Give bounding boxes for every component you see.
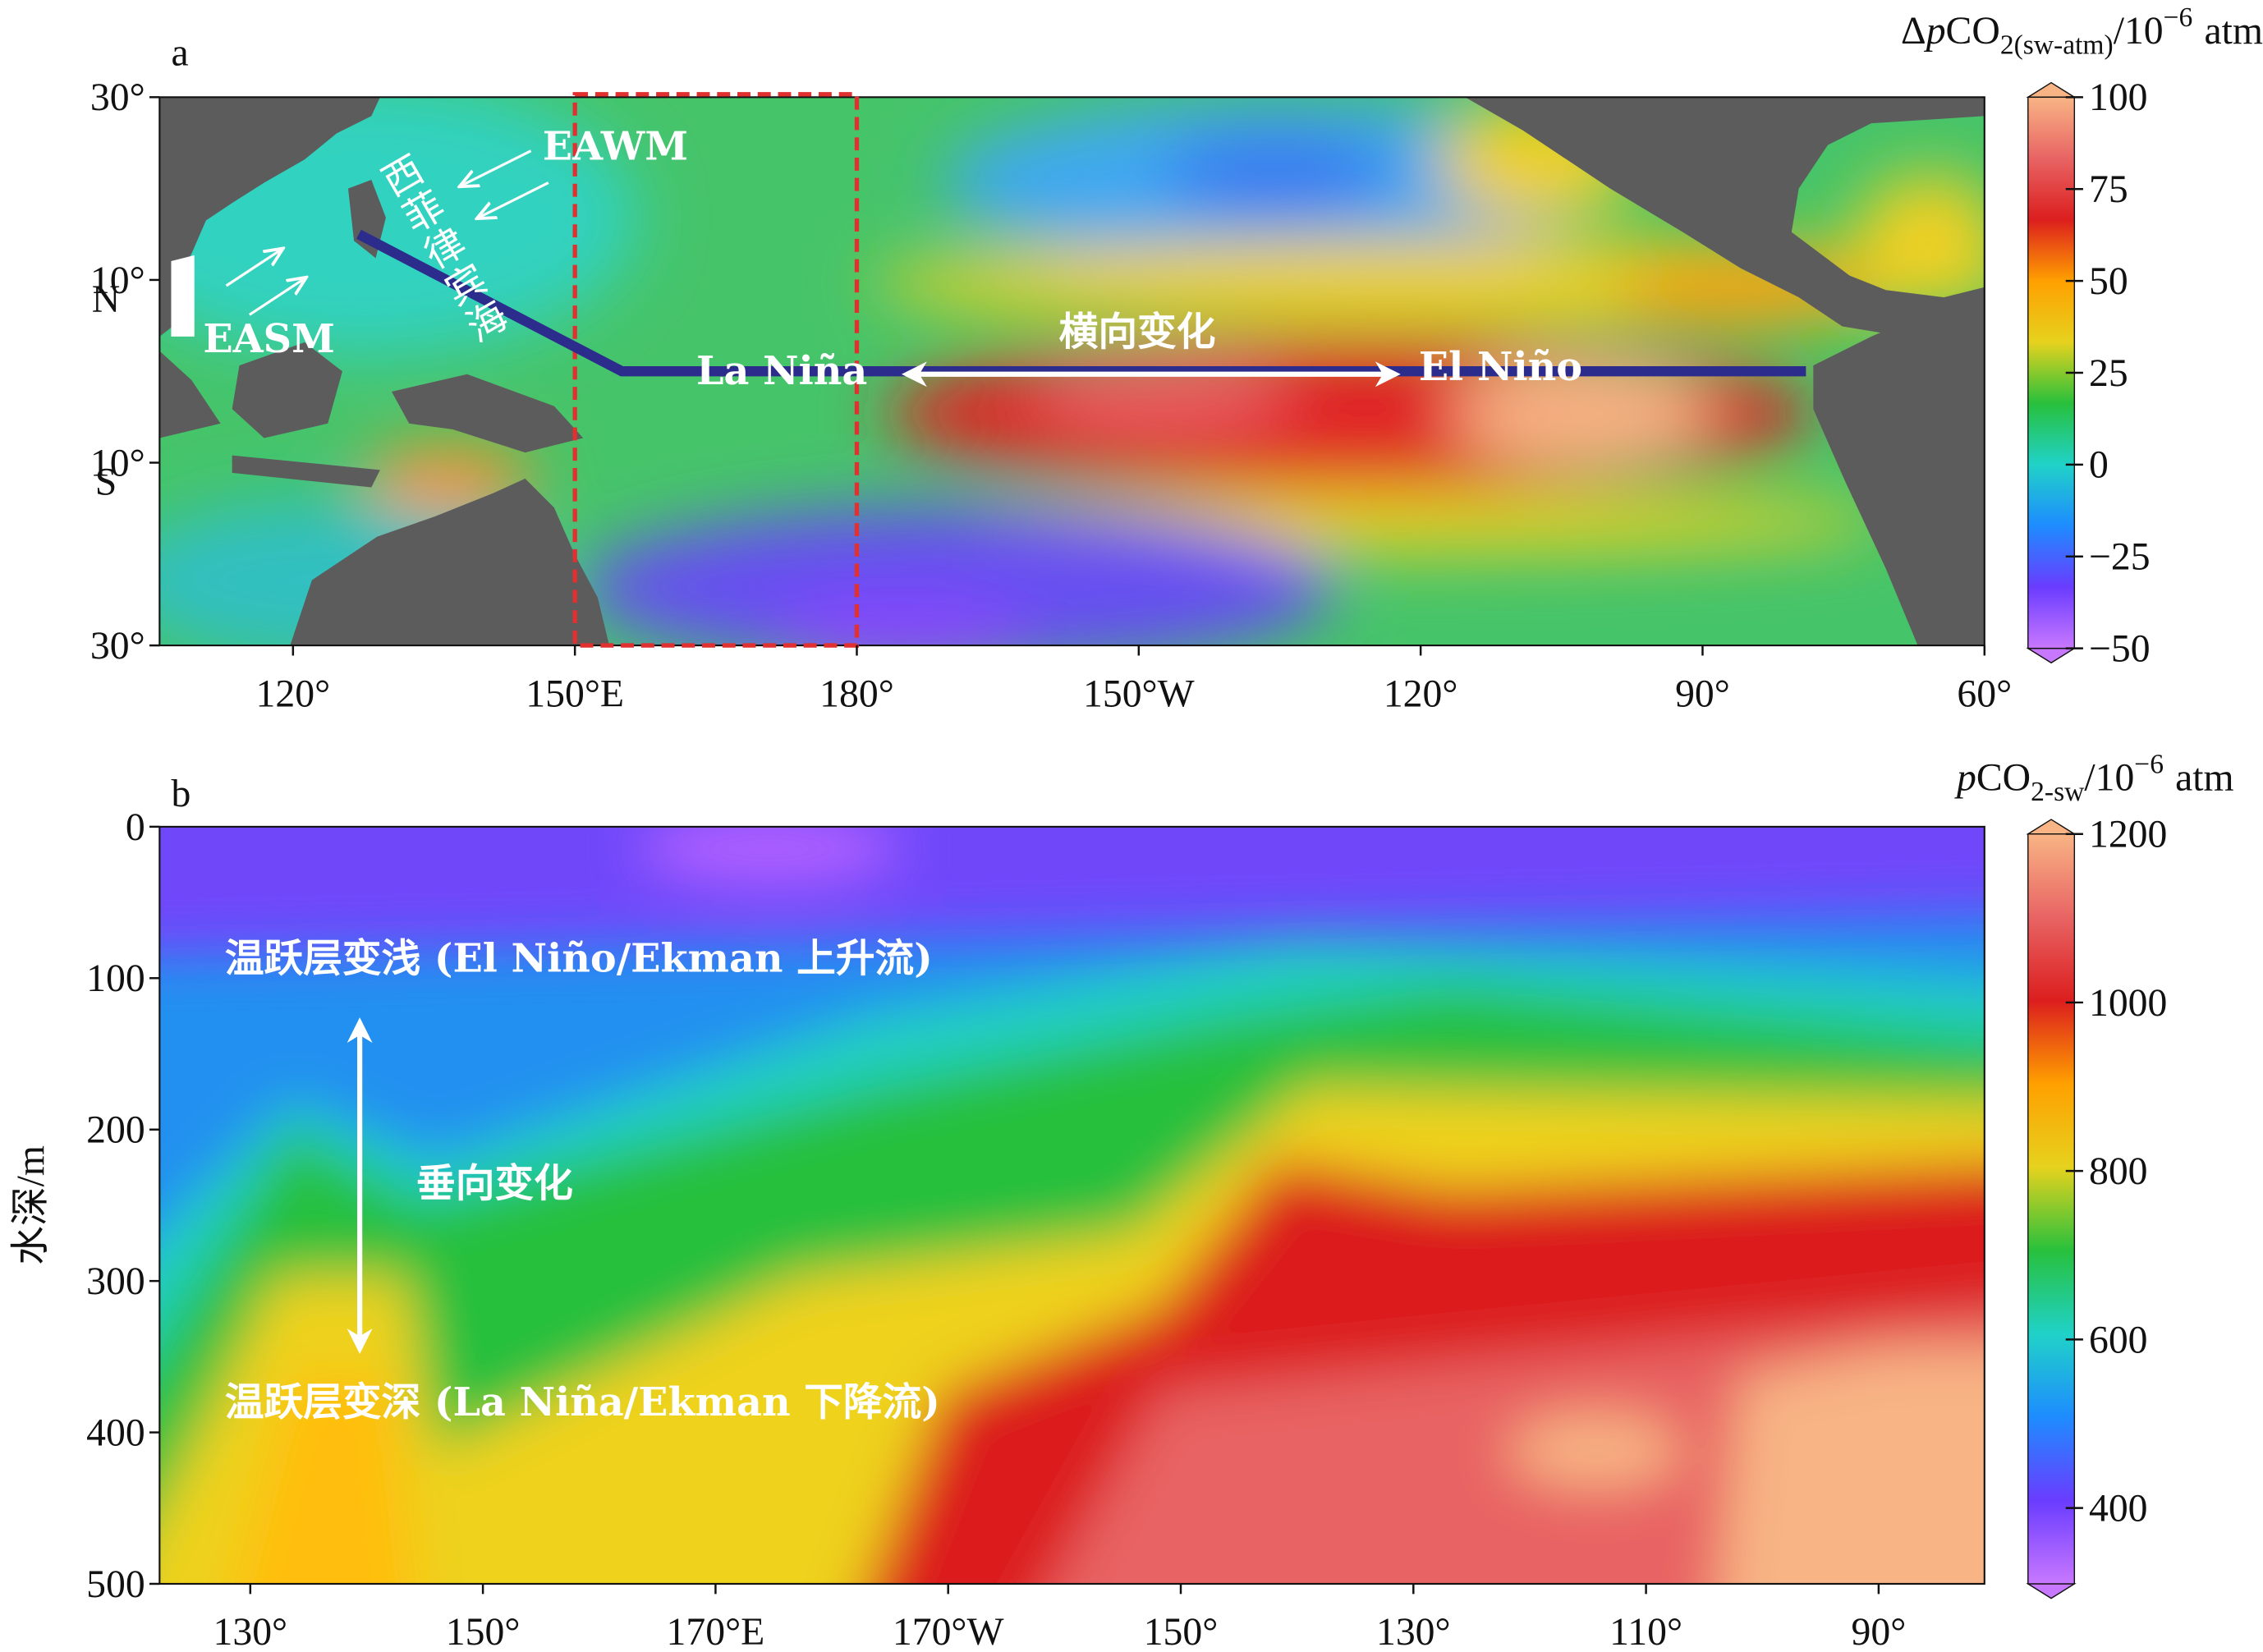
annotation: EAWM: [543, 123, 688, 169]
colorbar-tick-label: 75: [2089, 168, 2128, 211]
y-tick-label: 10°: [90, 442, 145, 484]
y-axis-label: 水深/m: [10, 1145, 53, 1265]
x-tick-label: 120°: [256, 672, 331, 715]
colorbar-title-part: atm: [2204, 10, 2263, 53]
annotation: 温跃层变浅 (El Niño/Ekman 上升流): [225, 936, 933, 982]
colorbar-title-part: p: [1954, 757, 1976, 800]
land: [159, 97, 1985, 646]
y-tick-label: 500: [86, 1563, 145, 1606]
arrow: [479, 181, 549, 218]
colorbar-tick-label: 600: [2089, 1319, 2148, 1361]
colorbar-title-part: −6: [2164, 2, 2193, 33]
colorbar-tick-label: 1200: [2089, 814, 2167, 856]
x-tick-label: 180°: [819, 672, 894, 715]
panel-label: b: [171, 773, 190, 815]
y-tick-hemisphere: N: [92, 278, 120, 321]
y-tick-label: 0: [126, 806, 145, 849]
x-tick-label: 130°: [1376, 1611, 1451, 1652]
colorbar-tick-label: 100: [2089, 76, 2148, 119]
colorbar-tick-label: −25: [2089, 536, 2151, 579]
arrow: [225, 250, 282, 287]
colorbar-title-part: CO: [1976, 757, 2031, 800]
x-tick-label: 150°E: [526, 672, 624, 715]
x-tick-label: 170°W: [893, 1611, 1004, 1652]
y-tick-label: 30°: [90, 625, 145, 668]
x-tick-label: 60°: [1957, 672, 2012, 715]
arrow: [461, 149, 532, 186]
colorbar-tick-label: −50: [2089, 628, 2151, 671]
annotation: La Niña: [696, 348, 867, 394]
x-tick-label: 150°: [446, 1611, 521, 1652]
x-tick-label: 90°: [1675, 672, 1730, 715]
colorbar-tick-label: 1000: [2089, 982, 2167, 1025]
annotation: 横向变化: [1059, 309, 1216, 355]
section-track: [356, 229, 1806, 377]
colorbar-title-part: 2-sw: [2031, 777, 2085, 807]
axes-frame: [158, 825, 1985, 1585]
annotation: El Niño: [1419, 344, 1582, 390]
colorbar-title-part: atm: [2175, 757, 2234, 800]
annotation: EASM: [203, 316, 335, 362]
colorbar-tick-label: 50: [2089, 260, 2128, 303]
colorbar-tick-label: 25: [2089, 352, 2128, 395]
colorbar-title: ΔpCO2(sw-atm)/10−6 atm: [1901, 2, 2263, 61]
y-tick-hemisphere: S: [95, 461, 117, 503]
colorbar-extension: [2026, 647, 2077, 664]
colorbar-extension: [2026, 1583, 2077, 1599]
colorbar-title-part: /10: [2114, 10, 2164, 53]
colorbar-title-part: CO: [1946, 10, 2000, 53]
y-tick-label: 100: [86, 957, 145, 1000]
annotation: 温跃层变深 (La Niña/Ekman 下降流): [225, 1379, 940, 1425]
x-tick-label: 120°: [1384, 672, 1458, 715]
y-tick-label: 300: [86, 1260, 145, 1303]
colorbar-title-part: 2(sw-atm): [2000, 30, 2114, 60]
no-data: [171, 255, 195, 337]
heatmap-field: [159, 826, 1985, 1584]
x-tick-label: 110°: [1609, 1611, 1682, 1652]
x-tick-label: 130°: [213, 1611, 288, 1652]
colorbar-tick-label: 400: [2089, 1488, 2148, 1530]
colorbar-tick-label: 0: [2089, 444, 2109, 487]
x-tick-label: 150°W: [1083, 672, 1195, 715]
colorbar-extension: [2026, 81, 2077, 99]
annotation: 垂向变化: [416, 1160, 573, 1206]
colorbar-title-part: /10: [2084, 757, 2134, 800]
colorbar-extension: [2026, 819, 2077, 835]
x-tick-label: 170°E: [667, 1611, 765, 1652]
colorbar-title-part: −6: [2134, 750, 2164, 780]
colorbar-title: pCO2-sw/10−6 atm: [1954, 750, 2234, 808]
colorbar-title-part: p: [1924, 10, 1946, 53]
x-tick-label: 150°: [1144, 1611, 1219, 1652]
colorbar: [2027, 833, 2076, 1585]
x-tick-label: 90°: [1852, 1611, 1907, 1652]
colorbar-tick-label: 800: [2089, 1150, 2148, 1193]
panel-label: a: [171, 31, 188, 74]
y-tick-label: 10°: [90, 259, 145, 302]
y-tick-label: 400: [86, 1411, 145, 1454]
colorbar-title-part: Δ: [1901, 10, 1926, 53]
axes-frame: [158, 96, 1985, 647]
y-tick-label: 200: [86, 1109, 145, 1152]
arrow: [248, 278, 305, 316]
y-tick-label: 30°: [90, 76, 145, 119]
